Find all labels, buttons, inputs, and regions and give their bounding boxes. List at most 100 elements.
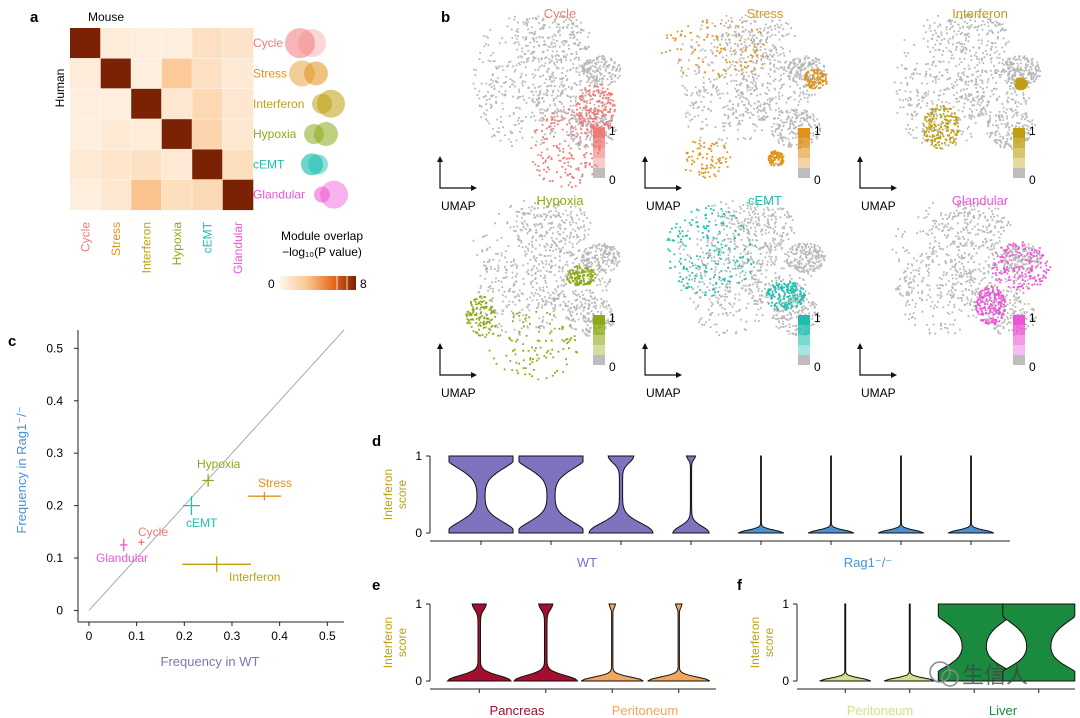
- umap-title: cEMT: [748, 193, 782, 208]
- umap-title: Hypoxia: [537, 193, 585, 208]
- heatmap-top-label: Mouse: [88, 10, 124, 24]
- umap-title: Stress: [747, 6, 784, 21]
- heatmap-cell: [100, 28, 132, 59]
- umap-scale-segment: [798, 148, 810, 158]
- point-label-stress: Stress: [258, 476, 292, 490]
- umap-arrow-right: [471, 185, 477, 191]
- heatmap-cell: [222, 58, 254, 89]
- legend-title-line2: −log₁₀(P value): [282, 245, 362, 259]
- umap-axis-label: UMAP: [646, 199, 681, 213]
- umap-glandular: Glandular UMAP 1 0: [857, 193, 1052, 400]
- heatmap-cell: [192, 58, 223, 89]
- violin-0: [819, 603, 872, 682]
- y-tick-label: 0.1: [46, 551, 63, 565]
- y-tick-label: 1: [782, 597, 789, 611]
- violin-3: [672, 455, 710, 534]
- heatmap-cell: [192, 118, 223, 150]
- heatmap-cell: [131, 28, 162, 59]
- umap-expressing-cells: [975, 241, 1052, 326]
- x-tick-label: 0.3: [224, 629, 241, 643]
- point-label-cemt: cEMT: [186, 516, 218, 530]
- overlap-circle: [304, 61, 328, 86]
- y-axis-label-line2: score: [762, 628, 776, 658]
- heatmap-cell: [131, 179, 162, 211]
- umap-arrow-up: [857, 156, 863, 162]
- umap-scale-segment: [593, 335, 605, 345]
- x-tick-label: 0: [86, 629, 93, 643]
- col-label-hypoxia: Hypoxia: [170, 222, 184, 266]
- umap-arrow-right: [471, 372, 477, 378]
- violin-2: [937, 603, 1011, 682]
- umap-axis-label: UMAP: [441, 386, 476, 400]
- heatmap-cell: [70, 58, 101, 89]
- violin-7: [948, 455, 994, 534]
- umap-scale-max: 1: [1029, 124, 1036, 138]
- umap-scale-segment: [1013, 158, 1025, 168]
- umap-scale-segment: [593, 168, 605, 178]
- group-label: Pancreas: [490, 703, 545, 718]
- y-tick-label: 0: [415, 674, 422, 688]
- umap-scale-segment: [593, 345, 605, 355]
- violin-3: [647, 603, 711, 682]
- umap-scale-segment: [1013, 355, 1025, 365]
- heatmap-cell: [100, 118, 132, 150]
- panel-b-letter: b: [441, 9, 450, 26]
- umap-scale-segment: [798, 168, 810, 178]
- umap-scale-min: 0: [609, 173, 616, 187]
- y-axis-label-line2: score: [395, 480, 409, 510]
- violin-0: [446, 603, 513, 682]
- umap-scale-segment: [593, 128, 605, 138]
- row-label-glandular: Glandular: [253, 188, 305, 202]
- heatmap-cell: [222, 28, 254, 59]
- umap-scale-segment: [1013, 128, 1025, 138]
- heatmap-cell: [222, 149, 254, 180]
- heatmap-cell: [131, 88, 162, 120]
- y-tick-label: 0.5: [46, 341, 63, 355]
- overlap-circle: [308, 154, 328, 175]
- umap-axes: [859, 158, 894, 189]
- heatmap-cell: [161, 118, 193, 150]
- y-axis-label-line1: Interferon: [381, 469, 395, 520]
- y-tick-label: 1: [415, 597, 422, 611]
- group-label: Rag1⁻/⁻: [844, 555, 892, 570]
- heatmap-cell: [70, 179, 101, 211]
- heatmap-side-label: Human: [53, 69, 67, 108]
- umap-scale-min: 0: [1029, 360, 1036, 374]
- heatmap-cell: [131, 118, 162, 150]
- umap-scale-segment: [798, 138, 810, 148]
- panel-d-letter: d: [372, 433, 381, 450]
- violin-2: [588, 455, 654, 534]
- heatmap-cell: [131, 58, 162, 89]
- y-tick-label: 0: [56, 603, 63, 617]
- umap-arrow-up: [642, 156, 648, 162]
- heatmap-cell: [222, 88, 254, 120]
- umap-scale-max: 1: [1029, 311, 1036, 325]
- umap-title: Cycle: [544, 6, 577, 21]
- umap-title: Interferon: [952, 6, 1008, 21]
- heatmap-cell: [161, 179, 193, 211]
- umap-axes: [644, 345, 679, 376]
- umap-scale-max: 1: [609, 311, 616, 325]
- heatmap-cell: [161, 88, 193, 120]
- point-label-glandular: Glandular: [96, 551, 148, 565]
- y-axis-label-line1: Interferon: [748, 617, 762, 668]
- col-label-cycle: Cycle: [78, 222, 92, 252]
- umap-cycle: Cycle UMAP 1 0: [437, 6, 622, 213]
- violin-6: [878, 455, 924, 534]
- group-label: Liver: [989, 703, 1018, 718]
- umap-scale-segment: [798, 355, 810, 365]
- heatmap-cell: [161, 28, 193, 59]
- heatmap: [70, 28, 254, 211]
- overlap-circle: [320, 180, 348, 209]
- y-axis-label-line1: Interferon: [381, 617, 395, 668]
- col-label-cemt: cEMT: [200, 221, 214, 253]
- watermark-text: 生信人: [962, 663, 1028, 688]
- umap-scale-max: 1: [609, 124, 616, 138]
- umap-scale-segment: [593, 148, 605, 158]
- violin-plot-f: 1 0 Interferon score Peritoneum Liver: [748, 597, 1076, 718]
- point-label-cycle: Cycle: [138, 525, 168, 539]
- legend-title-line1: Module overlap: [281, 229, 363, 243]
- umap-scale-segment: [1013, 315, 1025, 325]
- heatmap-column-labels: Cycle Stress Interferon Hypoxia cEMT Glandula…: [78, 221, 245, 274]
